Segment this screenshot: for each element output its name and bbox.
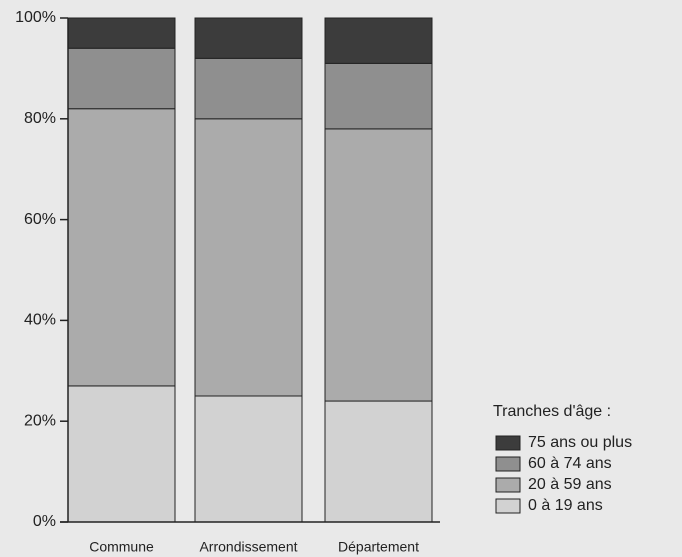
legend-label: 20 à 59 ans: [528, 476, 612, 493]
legend-swatch: [495, 435, 521, 451]
y-tick-label: 20%: [24, 412, 56, 429]
y-tick-label: 0%: [33, 513, 56, 530]
bar-segment: [67, 47, 176, 110]
y-tick-label: 60%: [24, 211, 56, 228]
legend-swatch: [495, 456, 521, 472]
y-tick-label: 80%: [24, 110, 56, 127]
bar-segment: [67, 108, 176, 387]
y-tick-label: 40%: [24, 312, 56, 329]
legend-title: Tranches d'âge :: [493, 403, 611, 420]
legend-swatch: [495, 477, 521, 493]
x-tick-label: Arrondissement: [199, 539, 297, 555]
x-tick-label: Département: [338, 539, 419, 555]
legend-label: 75 ans ou plus: [528, 434, 632, 451]
bar-segment: [194, 17, 303, 59]
x-tick-label: Commune: [89, 539, 154, 555]
legend-label: 60 à 74 ans: [528, 455, 612, 472]
bar-segment: [324, 17, 433, 64]
bar-segment: [324, 128, 433, 402]
y-tick-label: 100%: [15, 9, 56, 26]
bar-segment: [67, 17, 176, 49]
bar-segment: [194, 57, 303, 120]
bar-segment: [194, 395, 303, 523]
legend-swatch: [495, 498, 521, 514]
bar-segment: [67, 385, 176, 523]
bar-segment: [324, 62, 433, 130]
bar-segment: [194, 118, 303, 397]
bar-segment: [324, 400, 433, 523]
legend-label: 0 à 19 ans: [528, 497, 603, 514]
